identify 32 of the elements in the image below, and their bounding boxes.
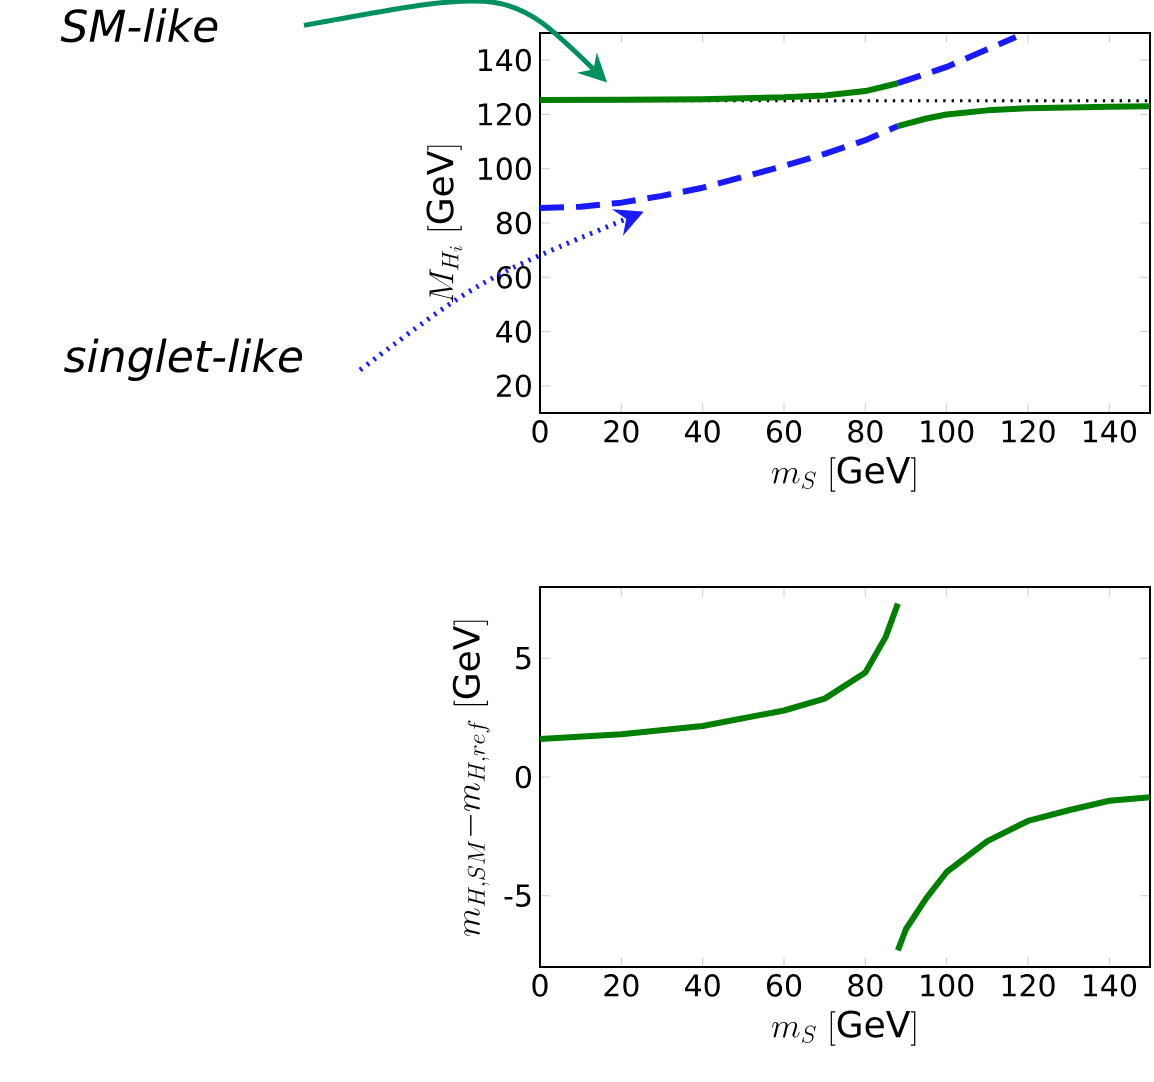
x-tick-label: 0 bbox=[532, 420, 548, 443]
text: SM-like bbox=[60, 8, 218, 43]
y-axis-title: $M_{H_i}\;[\mathrm{GeV}]$ bbox=[426, 145, 463, 303]
y-tick-label: 100 bbox=[478, 157, 531, 181]
y-tick-label: 60 bbox=[496, 265, 531, 289]
x-tick-label: 100 bbox=[921, 420, 974, 443]
y-tick-label: 80 bbox=[496, 211, 531, 235]
x-tick-label: 80 bbox=[848, 974, 883, 997]
x-tick-label: 100 bbox=[921, 974, 974, 997]
y-tick-label: -5 bbox=[504, 884, 531, 907]
x-tick-label: 20 bbox=[604, 974, 639, 997]
x-tick-label: 0 bbox=[532, 974, 548, 997]
x-tick-label: 40 bbox=[685, 420, 720, 443]
text: singlet-like bbox=[64, 338, 303, 382]
x-tick-label: 60 bbox=[767, 420, 802, 443]
x-tick-label: 120 bbox=[1002, 420, 1055, 443]
x-tick-label: 140 bbox=[1084, 420, 1136, 443]
x-tick-label: 40 bbox=[685, 974, 720, 997]
x-axis-title: $m_S\;[\mathrm{GeV}]$ bbox=[771, 1010, 916, 1046]
x-tick-label: 20 bbox=[604, 420, 639, 443]
y-tick-label: 5 bbox=[516, 647, 531, 670]
y-tick-label: 140 bbox=[478, 48, 531, 72]
x-tick-label: 140 bbox=[1084, 974, 1136, 997]
y-tick-label: 120 bbox=[478, 103, 531, 126]
y-tick-label: 20 bbox=[496, 374, 531, 398]
x-tick-label: 80 bbox=[848, 420, 883, 443]
y-tick-label: 40 bbox=[496, 320, 531, 343]
y-tick-label: 0 bbox=[515, 765, 531, 789]
y-axis-title: $m_{H,SM}{-}m_{H,ref}\;[\mathrm{GeV}]$ bbox=[452, 620, 490, 937]
x-tick-label: 120 bbox=[1002, 974, 1055, 997]
x-axis-title: $m_S\;[\mathrm{GeV}]$ bbox=[771, 456, 916, 492]
x-tick-label: 60 bbox=[767, 974, 802, 997]
